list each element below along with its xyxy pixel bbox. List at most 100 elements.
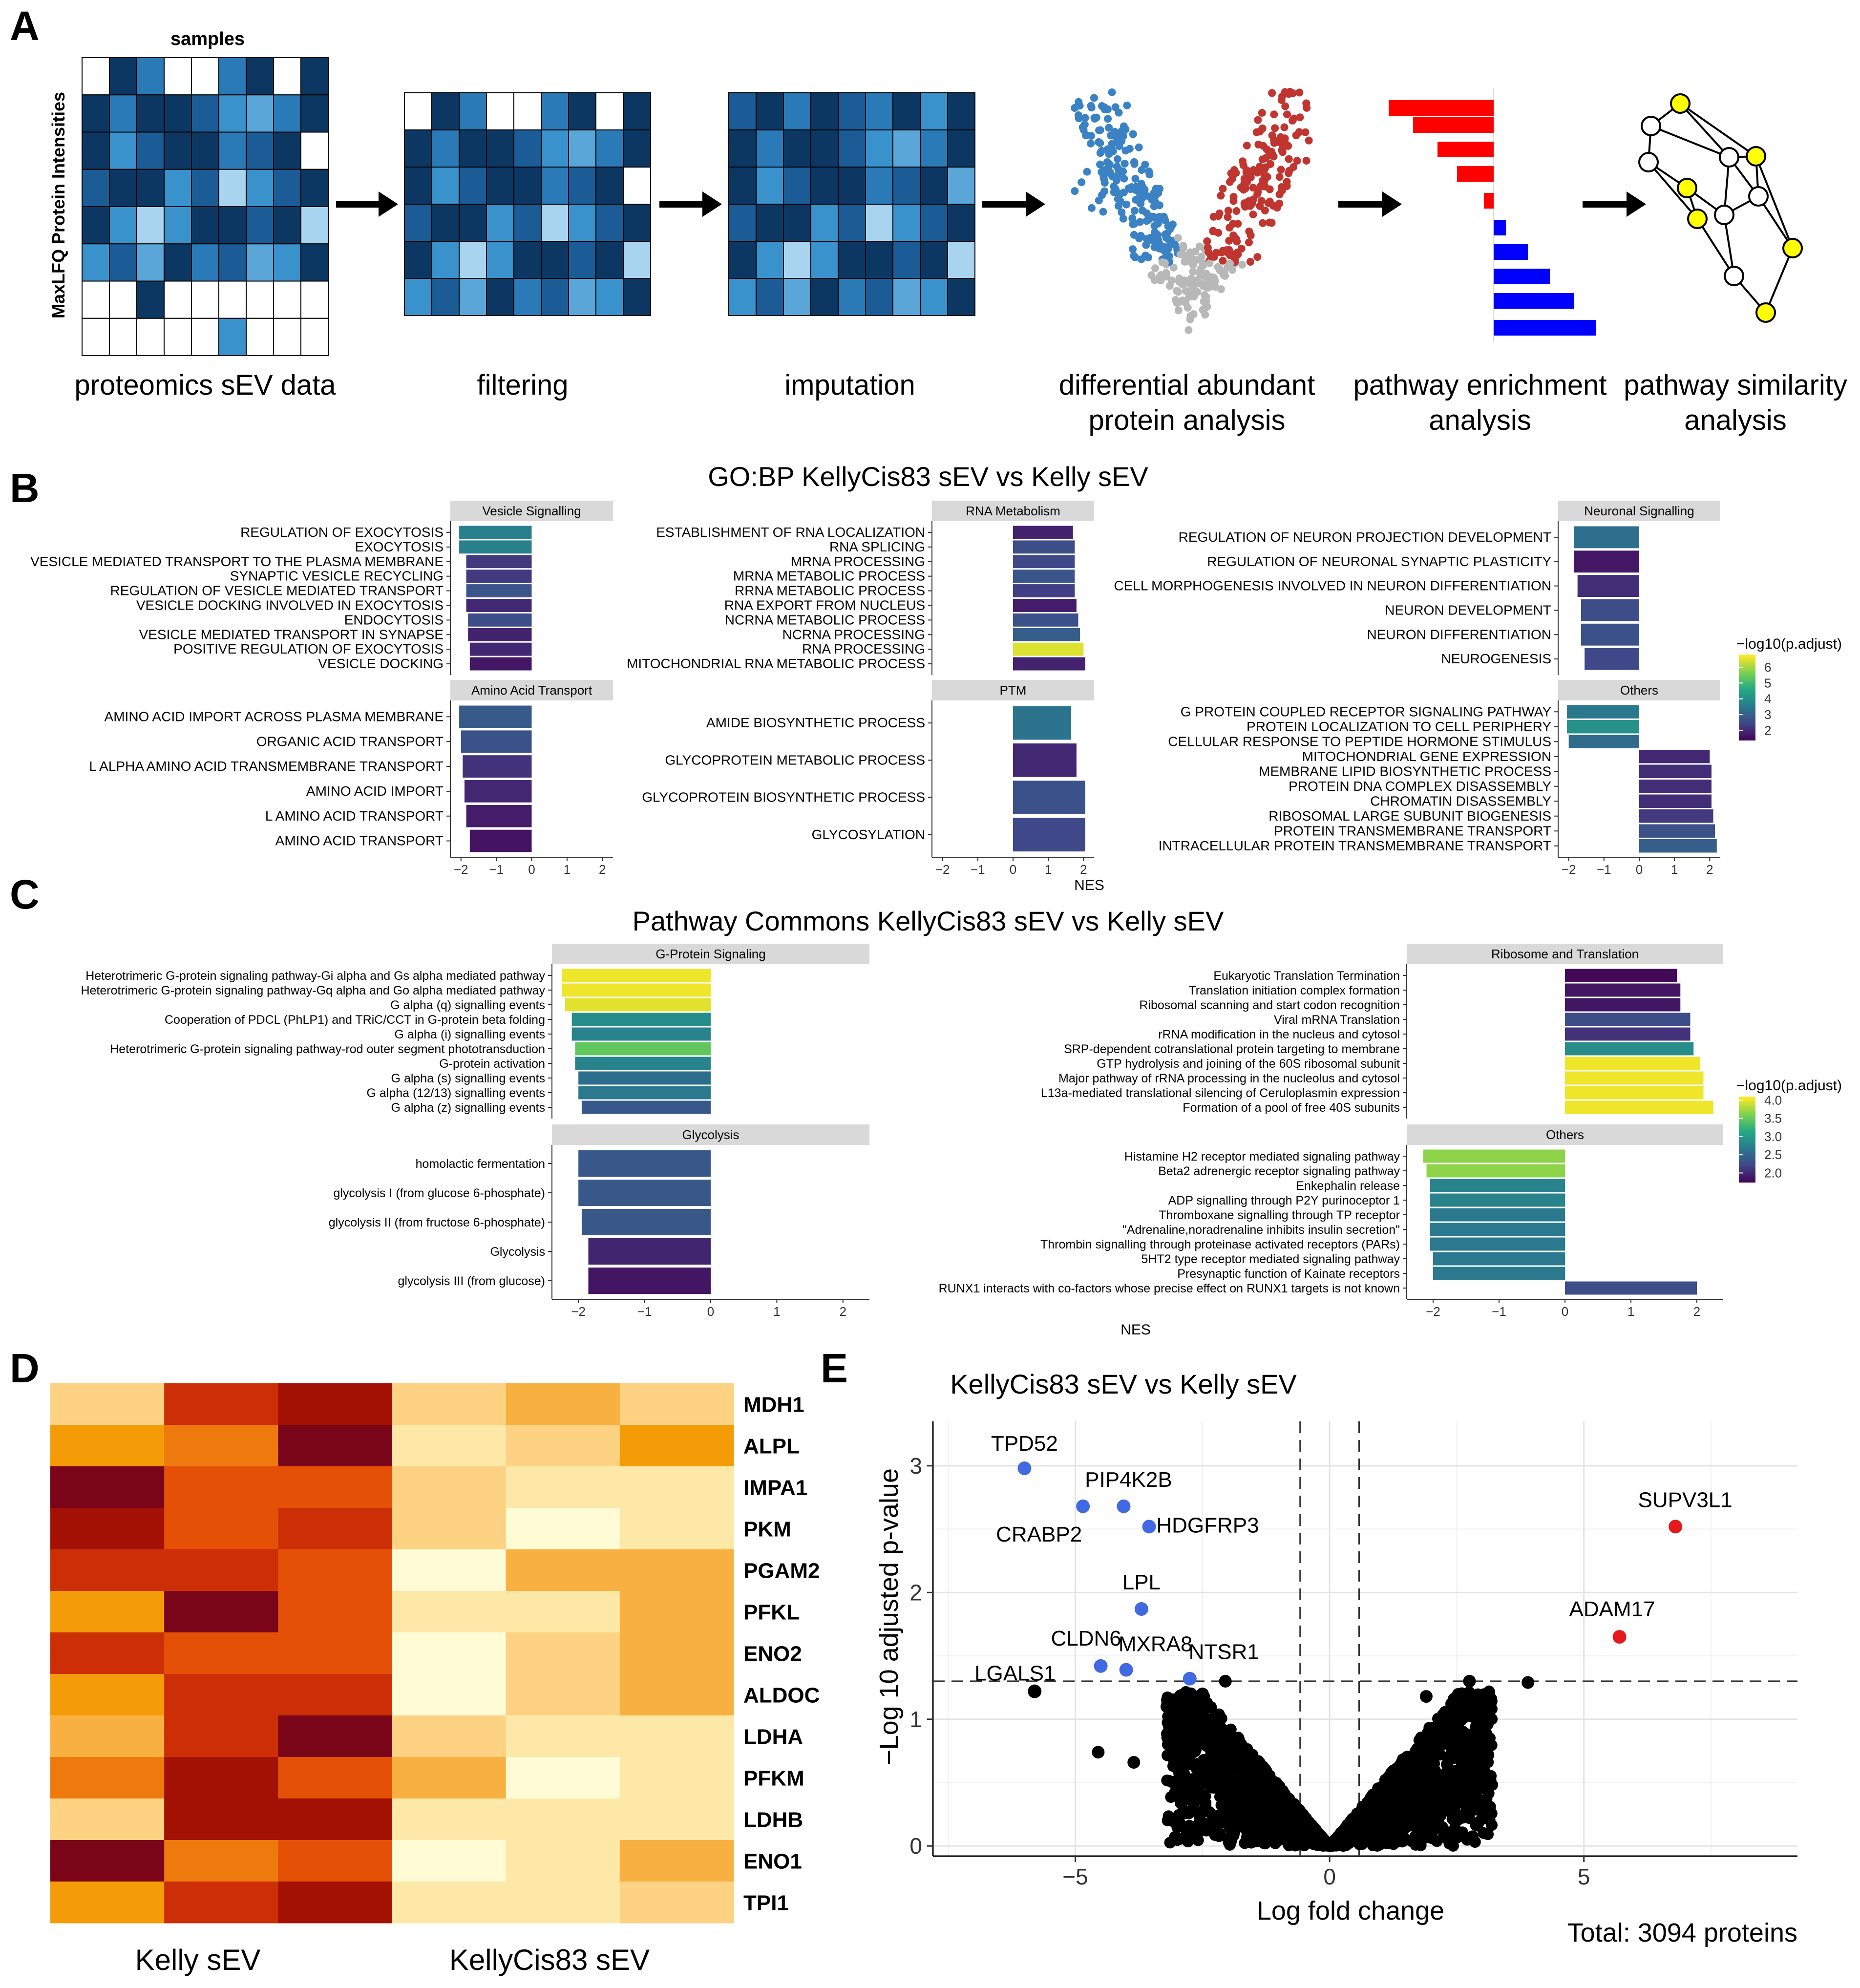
mini-volcano-point: [1098, 102, 1106, 110]
enrichment-bar: [1574, 526, 1639, 549]
imputed-data-heatmap: [728, 92, 975, 316]
matrix-cell: [810, 129, 839, 168]
volcano-point: [1173, 1721, 1185, 1733]
mini-volcano-point: [1249, 195, 1257, 204]
heatmap-cell: [164, 1508, 278, 1550]
enrichment-bar: [463, 755, 532, 778]
pathway-term-label: INTRACELLULAR PROTEIN TRANSMEMBRANE TRAN…: [1159, 838, 1551, 853]
matrix-cell: [865, 241, 893, 279]
filtered-data-heatmap: [404, 92, 651, 316]
colorbar-segment: [1739, 658, 1755, 662]
volcano-point: [1330, 1834, 1342, 1846]
volcano-point: [1380, 1801, 1392, 1813]
mini-volcano-point: [1220, 268, 1228, 276]
mini-volcano-point: [1245, 227, 1253, 235]
mini-volcano-point: [1229, 220, 1237, 228]
pathway-term-label: REGULATION OF VESICLE MEDIATED TRANSPORT: [110, 583, 444, 598]
pathway-term-label: Ribosomal scanning and start codon recog…: [1139, 998, 1400, 1012]
matrix-cell: [246, 280, 274, 319]
colorbar-segment: [1739, 1109, 1755, 1112]
enrichment-bar: [469, 829, 532, 852]
mini-volcano-point: [1289, 114, 1298, 123]
mini-volcano-point: [1076, 102, 1084, 110]
matrix-cell: [300, 94, 329, 133]
heatmap-cell: [392, 1383, 507, 1425]
mini-volcano-point: [1245, 238, 1253, 247]
heatmap-cell: [50, 1757, 165, 1799]
mini-enrichment-bar: [1484, 193, 1494, 209]
pathway-term-label: SYNAPTIC VESICLE RECYCLING: [230, 569, 444, 584]
mini-enrichment-bar: [1437, 142, 1494, 157]
colorbar-segment: [1739, 1126, 1755, 1129]
pathway-term-label: Presynaptic function of Kainate receptor…: [1177, 1267, 1400, 1281]
colorbar-segment: [1739, 689, 1755, 692]
enrichment-bar: [1430, 1237, 1565, 1251]
matrix-cell: [109, 280, 137, 319]
matrix-cell: [246, 169, 274, 207]
network-node: [1714, 205, 1734, 225]
volcano-labeled-point: [1017, 1461, 1032, 1476]
volcano-point: [1477, 1695, 1489, 1707]
matrix-cell: [164, 131, 192, 170]
enrichment-bar: [469, 642, 532, 656]
pathway-term-label: Thromboxane signalling through TP recept…: [1159, 1208, 1400, 1222]
network-edge: [1755, 156, 1794, 249]
matrix-cell: [623, 129, 651, 168]
heatmap-cell: [506, 1632, 620, 1674]
volcano-point: [1184, 1754, 1196, 1766]
pathway-term-label: MEMBRANE LIPID BIOSYNTHETIC PROCESS: [1259, 763, 1551, 779]
heatmap-cell: [278, 1508, 392, 1550]
mini-volcano-point: [1161, 231, 1169, 239]
colorbar-segment: [1739, 736, 1755, 739]
heatmap-cell: [164, 1882, 278, 1924]
mini-volcano-point: [1184, 304, 1192, 312]
colorbar-segment: [1739, 1165, 1755, 1168]
matrix-cell: [246, 94, 274, 133]
matrix-cell: [810, 278, 839, 316]
mini-volcano-point: [1266, 197, 1274, 206]
matrix-cell: [404, 167, 432, 205]
x-tick-label: 1: [773, 1304, 780, 1319]
colorbar-segment: [1739, 703, 1755, 706]
mini-volcano-point: [1174, 306, 1183, 315]
matrix-cell: [273, 206, 301, 245]
mini-volcano-point: [1146, 233, 1154, 242]
facet-strip-label: Vesicle Signalling: [482, 504, 581, 518]
pathway-term-label: CELL MORPHOGENESIS INVOLVED IN NEURON DI…: [1114, 578, 1551, 593]
colorbar-segment: [1739, 1161, 1755, 1163]
heatmap-cell: [50, 1674, 165, 1716]
colorbar-segment: [1739, 1139, 1755, 1142]
pathway-term-label: AMINO ACID IMPORT ACROSS PLASMA MEMBRANE: [105, 709, 444, 724]
gene-point-label: HDGFRP3: [1156, 1513, 1259, 1537]
arrow-head: [702, 191, 722, 217]
mini-enrichment-bar: [1457, 166, 1494, 182]
matrix-cell: [920, 129, 948, 168]
enrichment-bar: [1565, 1027, 1691, 1041]
enrichment-bar: [562, 969, 711, 982]
mini-volcano-point: [1232, 207, 1241, 215]
mini-volcano-point: [1136, 196, 1144, 204]
mini-volcano-point: [1217, 191, 1225, 200]
matrix-cell: [595, 129, 624, 168]
matrix-cell: [541, 278, 569, 316]
panel-label-d: D: [10, 1345, 40, 1391]
volcano-labeled-point: [1076, 1499, 1090, 1513]
enrichment-bar: [1430, 1193, 1565, 1207]
matrix-cell: [164, 169, 192, 207]
mini-volcano-point: [1196, 270, 1205, 278]
mini-enrichment-bar: [1494, 320, 1596, 336]
enrichment-bar: [1430, 1179, 1565, 1192]
volcano-point: [1311, 1829, 1323, 1841]
heatmap-cell: [278, 1757, 392, 1799]
mini-volcano-point: [1201, 304, 1209, 313]
enrichment-bar: [1430, 1208, 1565, 1222]
heatmap-cell: [50, 1840, 165, 1882]
matrix-cell: [136, 94, 165, 133]
matrix-cell: [783, 278, 811, 316]
mini-volcano-point: [1281, 102, 1289, 110]
volcano-point: [1127, 1755, 1141, 1769]
matrix-cell: [273, 131, 301, 170]
pathway-term-label: "Adrenaline,noradrenaline inhibits insul…: [1122, 1223, 1400, 1237]
enrichment-bar: [1013, 657, 1085, 671]
volcano-point: [1245, 1765, 1257, 1777]
